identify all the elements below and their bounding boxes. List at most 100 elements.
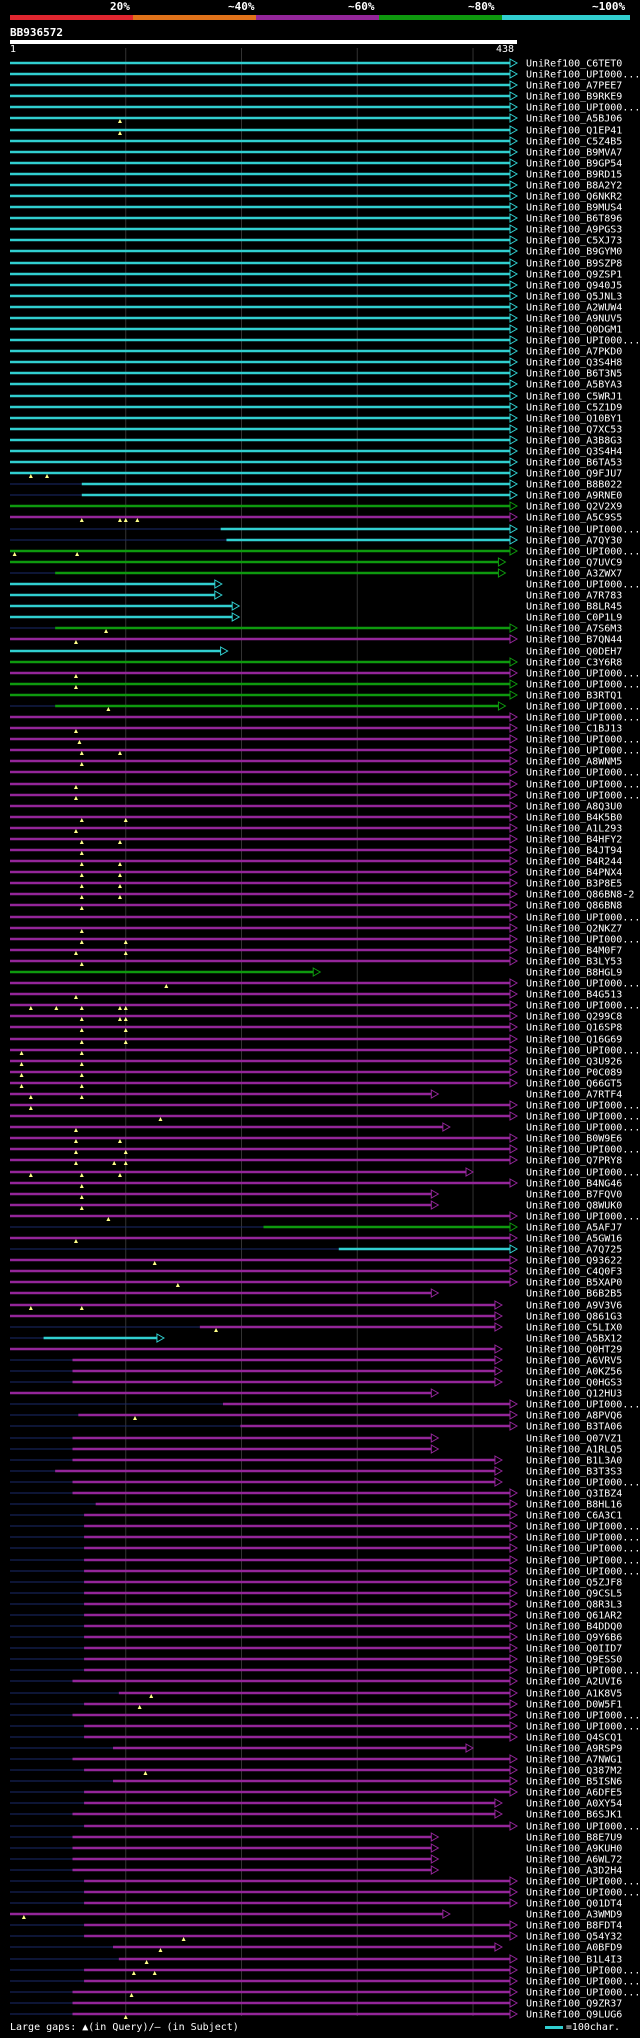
- hit-label[interactable]: UniRef100_B8HGL9: [526, 968, 622, 979]
- hit-label[interactable]: UniRef100_A3WMD9: [526, 1910, 622, 1921]
- hit-label[interactable]: UniRef100_A6WL72: [526, 1855, 622, 1866]
- hit-label[interactable]: UniRef100_A0BFD9: [526, 1943, 622, 1954]
- hit-label[interactable]: UniRef100_UPI000...: [526, 1400, 640, 1411]
- hit-label[interactable]: UniRef100_A7Q725: [526, 1245, 622, 1256]
- hit-label[interactable]: UniRef100_A8WNM5: [526, 757, 622, 768]
- hit-label[interactable]: UniRef100_UPI000...: [526, 979, 640, 990]
- hit-label[interactable]: UniRef100_Q861G3: [526, 1312, 622, 1323]
- hit-label[interactable]: UniRef100_Q7XC53: [526, 425, 622, 436]
- hit-label[interactable]: UniRef100_C5WRJ1: [526, 392, 622, 403]
- hit-label[interactable]: UniRef100_A2UVI6: [526, 1677, 622, 1688]
- hit-label[interactable]: UniRef100_Q387M2: [526, 1766, 622, 1777]
- hit-label[interactable]: UniRef100_A9NUV5: [526, 314, 622, 325]
- hit-label[interactable]: UniRef100_Q6NKR2: [526, 192, 622, 203]
- hit-label[interactable]: UniRef100_Q9LUG6: [526, 2010, 622, 2021]
- hit-label[interactable]: UniRef100_A1L293: [526, 824, 622, 835]
- hit-label[interactable]: UniRef100_B4NG46: [526, 1179, 622, 1190]
- hit-label[interactable]: UniRef100_Q1EP41: [526, 126, 622, 137]
- hit-label[interactable]: UniRef100_B5XAP0: [526, 1278, 622, 1289]
- hit-label[interactable]: UniRef100_Q7UVC9: [526, 558, 622, 569]
- hit-label[interactable]: UniRef100_B8FDT4: [526, 1921, 622, 1932]
- hit-label[interactable]: UniRef100_A0KZ56: [526, 1367, 622, 1378]
- hit-label[interactable]: UniRef100_UPI000...: [526, 1168, 640, 1179]
- hit-label[interactable]: UniRef100_UPI000...: [526, 1822, 640, 1833]
- hit-label[interactable]: UniRef100_UPI000...: [526, 1711, 640, 1722]
- hit-label[interactable]: UniRef100_B4M0F7: [526, 946, 622, 957]
- hit-label[interactable]: UniRef100_C5Z4B5: [526, 137, 622, 148]
- hit-label[interactable]: UniRef100_B7FQV0: [526, 1190, 622, 1201]
- hit-label[interactable]: UniRef100_C5Z1D9: [526, 403, 622, 414]
- hit-label[interactable]: UniRef100_UPI000...: [526, 547, 640, 558]
- hit-label[interactable]: UniRef100_A5C9S5: [526, 513, 622, 524]
- hit-label[interactable]: UniRef100_Q01DT4: [526, 1899, 622, 1910]
- hit-label[interactable]: UniRef100_A3B8G3: [526, 436, 622, 447]
- hit-label[interactable]: UniRef100_Q7PRY8: [526, 1156, 622, 1167]
- hit-label[interactable]: UniRef100_B4G513: [526, 990, 622, 1001]
- hit-label[interactable]: UniRef100_Q54Y32: [526, 1932, 622, 1943]
- hit-label[interactable]: UniRef100_A3D2H4: [526, 1866, 622, 1877]
- hit-label[interactable]: UniRef100_B7QN44: [526, 635, 622, 646]
- hit-label[interactable]: UniRef100_B8A2Y2: [526, 181, 622, 192]
- hit-label[interactable]: UniRef100_B9SZP8: [526, 259, 622, 270]
- hit-label[interactable]: UniRef100_P0C089: [526, 1068, 622, 1079]
- hit-label[interactable]: UniRef100_UPI000...: [526, 913, 640, 924]
- hit-label[interactable]: UniRef100_UPI000...: [526, 1556, 640, 1567]
- hit-label[interactable]: UniRef100_C6A3C1: [526, 1511, 622, 1522]
- hit-label[interactable]: UniRef100_A9PGS3: [526, 225, 622, 236]
- hit-label[interactable]: UniRef100_Q3U926: [526, 1057, 622, 1068]
- hit-label[interactable]: UniRef100_UPI000...: [526, 1101, 640, 1112]
- hit-label[interactable]: UniRef100_UPI000...: [526, 525, 640, 536]
- hit-label[interactable]: UniRef100_UPI000...: [526, 1478, 640, 1489]
- hit-label[interactable]: UniRef100_Q16SP8: [526, 1023, 622, 1034]
- hit-label[interactable]: UniRef100_Q9ESS0: [526, 1655, 622, 1666]
- hit-label[interactable]: UniRef100_Q66GT5: [526, 1079, 622, 1090]
- hit-label[interactable]: UniRef100_A5AFJ7: [526, 1223, 622, 1234]
- hit-label[interactable]: UniRef100_A5GW16: [526, 1234, 622, 1245]
- hit-label[interactable]: UniRef100_Q07VZ1: [526, 1434, 622, 1445]
- hit-label[interactable]: UniRef100_B8E7U9: [526, 1833, 622, 1844]
- hit-label[interactable]: UniRef100_A9RNE0: [526, 491, 622, 502]
- hit-label[interactable]: UniRef100_B9MVA7: [526, 148, 622, 159]
- hit-label[interactable]: UniRef100_A7RTF4: [526, 1090, 622, 1101]
- hit-label[interactable]: UniRef100_UPI000...: [526, 702, 640, 713]
- hit-label[interactable]: UniRef100_A9KUH0: [526, 1844, 622, 1855]
- hit-label[interactable]: UniRef100_UPI000...: [526, 1046, 640, 1057]
- hit-label[interactable]: UniRef100_UPI000...: [526, 1522, 640, 1533]
- hit-label[interactable]: UniRef100_UPI000...: [526, 1001, 640, 1012]
- hit-label[interactable]: UniRef100_A9RSP9: [526, 1744, 622, 1755]
- hit-label[interactable]: UniRef100_B6T3N5: [526, 369, 622, 380]
- hit-label[interactable]: UniRef100_C3Y6R8: [526, 658, 622, 669]
- hit-label[interactable]: UniRef100_B8HL16: [526, 1500, 622, 1511]
- hit-label[interactable]: UniRef100_Q2NKZ7: [526, 924, 622, 935]
- hit-label[interactable]: UniRef100_UPI000...: [526, 1212, 640, 1223]
- hit-label[interactable]: UniRef100_A6DFE5: [526, 1788, 622, 1799]
- hit-label[interactable]: UniRef100_UPI000...: [526, 1533, 640, 1544]
- hit-label[interactable]: UniRef100_A7PKD0: [526, 347, 622, 358]
- hit-label[interactable]: UniRef100_Q5JNL3: [526, 292, 622, 303]
- hit-label[interactable]: UniRef100_B1L4I3: [526, 1955, 622, 1966]
- hit-label[interactable]: UniRef100_C0P1L9: [526, 613, 622, 624]
- hit-label[interactable]: UniRef100_Q10BY1: [526, 414, 622, 425]
- hit-label[interactable]: UniRef100_UPI000...: [526, 1145, 640, 1156]
- hit-label[interactable]: UniRef100_B4JT94: [526, 846, 622, 857]
- hit-label[interactable]: UniRef100_UPI000...: [526, 336, 640, 347]
- hit-label[interactable]: UniRef100_A8Q3U0: [526, 802, 622, 813]
- hit-label[interactable]: UniRef100_Q16G69: [526, 1035, 622, 1046]
- hit-label[interactable]: UniRef100_UPI000...: [526, 713, 640, 724]
- hit-label[interactable]: UniRef100_B0W9E6: [526, 1134, 622, 1145]
- hit-label[interactable]: UniRef100_A8PVQ6: [526, 1411, 622, 1422]
- hit-label[interactable]: UniRef100_B9GP54: [526, 159, 622, 170]
- hit-label[interactable]: UniRef100_C6TET0: [526, 59, 622, 70]
- hit-label[interactable]: UniRef100_UPI000...: [526, 1888, 640, 1899]
- hit-label[interactable]: UniRef100_UPI000...: [526, 1988, 640, 1999]
- hit-label[interactable]: UniRef100_UPI000...: [526, 1544, 640, 1555]
- hit-label[interactable]: UniRef100_B9RKE9: [526, 92, 622, 103]
- hit-label[interactable]: UniRef100_B6SJK1: [526, 1810, 622, 1821]
- hit-label[interactable]: UniRef100_Q8R3L3: [526, 1600, 622, 1611]
- hit-label[interactable]: UniRef100_B4HFY2: [526, 835, 622, 846]
- hit-label[interactable]: UniRef100_Q9Y6B6: [526, 1633, 622, 1644]
- hit-label[interactable]: UniRef100_Q940J5: [526, 281, 622, 292]
- hit-label[interactable]: UniRef100_UPI000...: [526, 1966, 640, 1977]
- hit-label[interactable]: UniRef100_A0XY54: [526, 1799, 622, 1810]
- hit-label[interactable]: UniRef100_A2WUW4: [526, 303, 622, 314]
